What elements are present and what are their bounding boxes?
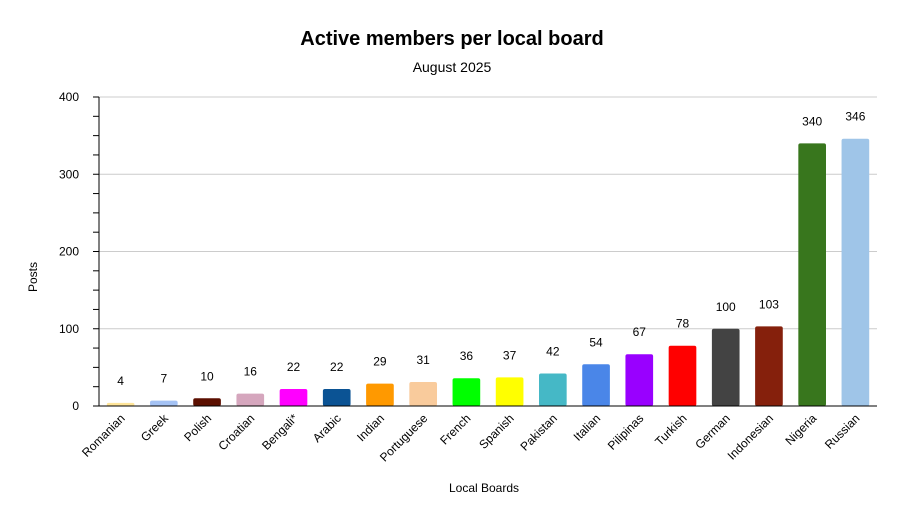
y-axis-title: Posts [26,262,40,292]
data-label: 346 [845,110,865,124]
bar-portuguese [409,382,437,406]
chart-title: Active members per local board [300,28,603,50]
bar-nigeria [798,143,826,406]
bar-turkish [668,345,697,406]
data-label: 36 [460,349,474,363]
x-tick-label: Russian [822,411,863,452]
x-tick-label: Turkish [652,411,689,448]
bar-polish [193,398,221,406]
bar-greek [150,400,178,406]
y-tick-label: 300 [59,167,79,181]
y-tick-label: 200 [59,245,79,259]
y-tick-label: 100 [59,322,79,336]
y-tick-label: 0 [72,399,79,413]
x-tick-label: Polish [181,411,214,444]
bar-bengali [279,389,308,406]
x-tick-label: Croatian [215,411,257,453]
bar-indonesian [755,326,783,406]
data-label: 10 [200,369,214,383]
x-axis-ticks: Romanian Greek Polish Croatian Bengali* Arabi… [79,411,862,465]
chart-subtitle: August 2025 [413,59,492,75]
x-tick-label: Nigeria [783,411,820,448]
data-label: 4 [117,374,124,388]
data-label: 16 [244,365,258,379]
data-label: 54 [589,335,603,349]
bars [106,138,870,406]
data-labels: 4 7 10 16 22 22 29 31 36 37 42 54 67 78 100 103 340 346 [117,110,865,388]
x-tick-label: Indonesian [725,411,776,462]
y-tick-label: 400 [59,90,79,104]
bar-russian [841,138,870,406]
data-label: 67 [633,325,647,339]
x-tick-label: Romanian [79,411,128,460]
bar-spanish [495,377,524,406]
x-tick-label: Pilipinas [605,411,647,453]
bar-french [452,378,481,406]
x-tick-label: Indian [354,411,387,444]
data-label: 7 [160,372,167,386]
x-tick-label: Spanish [476,411,517,452]
x-tick-label: Italian [571,411,604,444]
bar-italian [582,364,610,406]
bar-pakistan [539,373,567,406]
x-tick-label: Greek [138,411,172,445]
data-label: 29 [373,355,387,369]
data-label: 340 [802,114,822,128]
bar-pilipinas [625,354,654,406]
bar-romanian [106,402,135,406]
data-label: 22 [287,360,301,374]
gridlines [99,96,877,330]
data-label: 31 [416,353,430,367]
x-axis-title: Local Boards [449,481,519,495]
bar-indian [366,383,394,406]
x-tick-label: Pakistan [518,411,560,453]
data-label: 37 [503,348,517,362]
x-tick-label: German [692,411,733,452]
data-label: 103 [759,297,779,311]
x-tick-label: Bengali* [259,411,301,453]
data-label: 100 [716,300,736,314]
bar-arabic [322,389,351,406]
bar-german [711,328,740,406]
y-axis-ticks: 0 100 200 300 400 [59,90,99,413]
x-tick-label: Portuguese [377,411,431,465]
data-label: 78 [676,317,690,331]
bar-croatian [236,393,265,406]
data-label: 22 [330,360,344,374]
x-tick-label: Arabic [310,411,344,445]
data-label: 42 [546,345,560,359]
x-tick-label: French [437,411,473,447]
